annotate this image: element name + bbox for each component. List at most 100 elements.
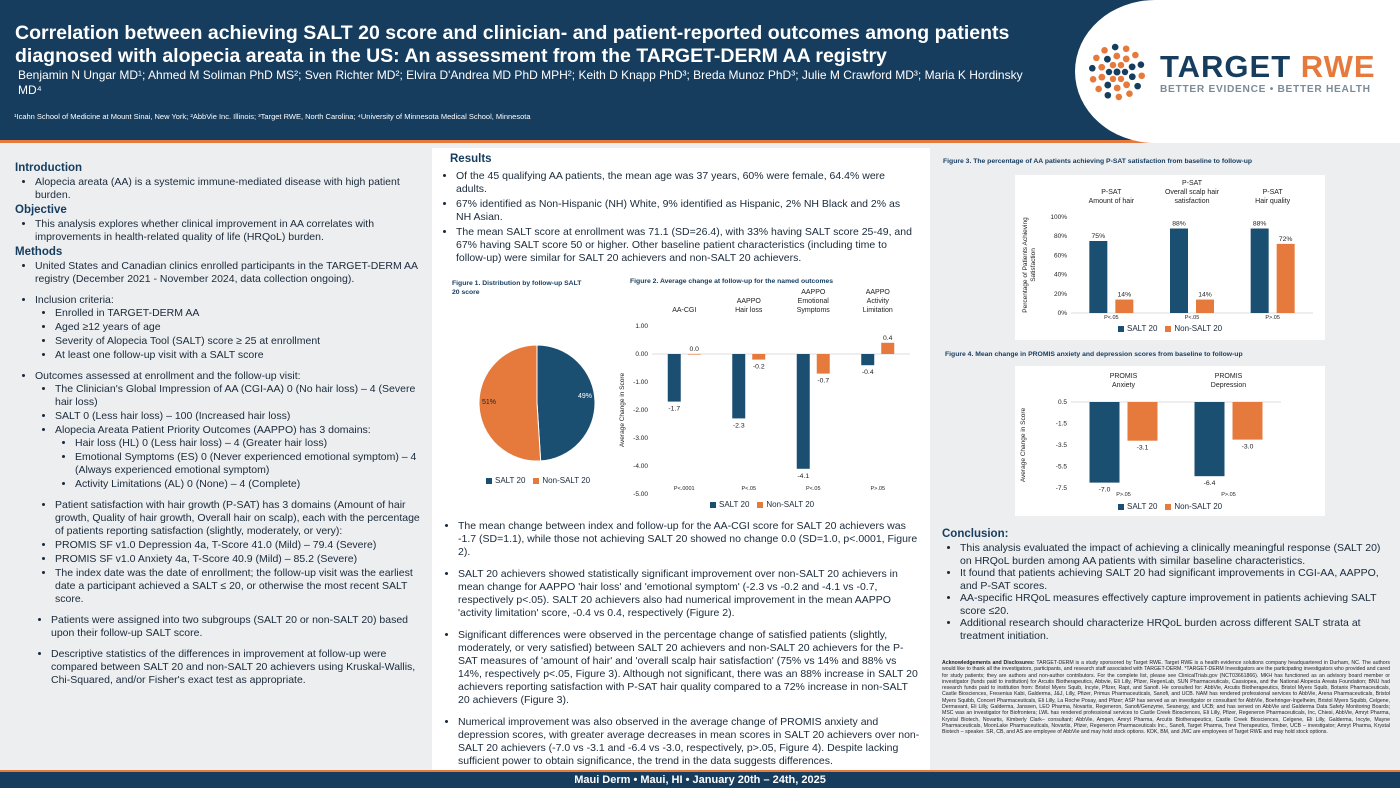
figure-2-legend: SALT 20 Non-SALT 20 <box>710 500 814 509</box>
legend-swatch <box>1118 325 1124 332</box>
methods-list: United States and Canadian clinics enrol… <box>15 260 425 606</box>
logo-tagline: BETTER EVIDENCE • BETTER HEALTH <box>1160 84 1371 95</box>
figure-2-caption: Figure 2. Average change at follow-up fo… <box>630 278 834 285</box>
logo-dot <box>1121 68 1129 76</box>
legend-swatch <box>533 477 540 484</box>
p-value-label: P>.05 <box>1116 492 1131 498</box>
p-value-label: P>.05 <box>1221 492 1236 498</box>
logo-word-rwe: RWE <box>1300 49 1376 84</box>
results-panel: Results Of the 45 qualifying AA patients… <box>432 148 930 772</box>
y-axis-label: Percentage of Patients AchievingSatisfac… <box>1022 217 1037 313</box>
data-label: -4.1 <box>797 473 809 480</box>
y-axis-label-line: Satisfaction <box>1030 248 1037 282</box>
legend-label: Non-SALT 20 <box>1174 324 1223 333</box>
figure-3-chart: 100% 80% 60% 40% 20% 0% Percentage of Patients… <box>1022 180 1313 321</box>
logo-dot <box>1113 84 1121 92</box>
results-list: Of the 45 qualifying AA patients, the me… <box>438 170 918 265</box>
category-label: Symptoms <box>797 307 831 314</box>
list-item: United States and Canadian clinics enrol… <box>35 260 425 286</box>
data-label: 0.4 <box>883 335 893 342</box>
list-item: SALT 0 (Less hair loss) – 100 (Increased… <box>55 410 425 423</box>
list-item: It found that patients achieving SALT 20… <box>960 567 1392 592</box>
figure-3-legend: SALT 20 Non-SALT 20 <box>1118 324 1222 333</box>
legend-label: Non-SALT 20 <box>1174 502 1223 511</box>
results-heading: Results <box>450 153 492 165</box>
logo-dot <box>1126 90 1133 97</box>
legend-swatch <box>1165 325 1172 332</box>
data-label: -7.0 <box>1099 487 1111 494</box>
y-tick-label: 20% <box>1054 291 1067 298</box>
figure-1-pie: 49% 51% <box>478 344 596 462</box>
category-label: Hair loss <box>735 307 763 314</box>
y-axis-label-line: Average Change in Score <box>619 372 626 447</box>
y-tick-label: 1.00 <box>635 323 648 330</box>
y-tick-label: -4.00 <box>633 463 648 470</box>
list-item: Outcomes assessed at enrollment and the … <box>35 370 425 606</box>
p-value-label: P<.05 <box>1185 315 1200 321</box>
pie-slice <box>536 344 596 462</box>
bar <box>881 342 895 354</box>
bar <box>1196 299 1214 313</box>
logo-dot <box>1137 61 1145 68</box>
data-label: -1.7 <box>668 406 680 413</box>
conclusion-list: This analysis evaluated the impact of ac… <box>942 542 1392 642</box>
legend-item: SALT 20 <box>486 476 525 485</box>
target-rwe-logo-icon <box>1088 43 1146 101</box>
bar <box>816 354 830 374</box>
acknowledgements-text: TARGET-DERM is a study sponsored by Targ… <box>942 660 1390 736</box>
logo-dot <box>1104 81 1112 89</box>
acknowledgements: Acknowledgements and Disclosures: TARGET… <box>942 660 1390 736</box>
category-label: Limitation <box>863 307 893 314</box>
y-tick-label: 0.5 <box>1058 399 1067 406</box>
logo-dot <box>1117 75 1125 83</box>
introduction-heading: Introduction <box>15 162 83 174</box>
data-label: -0.2 <box>753 364 765 371</box>
author-list: Benjamin N Ungar MD¹; Ahmed M Soliman Ph… <box>18 68 1023 97</box>
figure-3-caption: Figure 3. The percentage of AA patients … <box>943 158 1253 165</box>
data-label: -0.4 <box>862 369 874 376</box>
legend-label: SALT 20 <box>495 476 526 485</box>
data-label: 88% <box>1172 221 1186 228</box>
y-tick-label: 60% <box>1054 252 1067 259</box>
category-label: AAPPO <box>866 289 891 296</box>
bar <box>687 354 701 355</box>
methods-list-continued: Patients were assigned into two subgroup… <box>15 614 425 687</box>
y-tick-label: -7.5 <box>1056 485 1068 492</box>
data-label: 72% <box>1279 236 1293 243</box>
category-label: Hair quality <box>1255 198 1291 205</box>
list-item: The mean SALT score at enrollment was 71… <box>456 226 918 265</box>
figure-4-chart: 0.5 -1.5 -3.5 -5.5 -7.5 Average Change in Sco… <box>1020 373 1281 498</box>
y-tick-label: 80% <box>1054 233 1067 240</box>
bar <box>861 354 875 366</box>
methods-heading: Methods <box>15 246 63 258</box>
data-label: -0.7 <box>817 378 829 385</box>
figure-2-chart: 1.00 0.00 -1.00 -2.00 -3.00 -4.00 -5.00 Average… <box>619 289 910 498</box>
results-top-text: Of the 45 qualifying AA patients, the me… <box>438 170 918 267</box>
logo-dot <box>1138 72 1146 80</box>
legend-swatch <box>757 501 764 508</box>
p-value-label: P>.05 <box>870 486 885 492</box>
affiliations: ¹Icahn School of Medicine at Mount Sinai… <box>14 112 531 121</box>
legend-item: Non-SALT 20 <box>1165 502 1222 511</box>
legend-item: SALT 20 <box>1118 502 1157 511</box>
p-value-label: P<.05 <box>741 486 756 492</box>
bar <box>1089 402 1120 483</box>
legend-label: SALT 20 <box>719 500 750 509</box>
figure-1-legend: SALT 20 Non-SALT 20 <box>486 476 590 485</box>
legend-item: SALT 20 <box>710 500 749 509</box>
logo-dot <box>1109 61 1117 69</box>
p-value-label: P<.0001 <box>674 486 695 492</box>
legend-swatch <box>1118 503 1124 510</box>
poster-title: Correlation between achieving SALT 20 sc… <box>15 22 1010 67</box>
data-label: 14% <box>1118 292 1132 299</box>
category-label: Amount of hair <box>1089 198 1135 205</box>
data-label: 75% <box>1092 233 1106 240</box>
legend-item: Non-SALT 20 <box>757 500 814 509</box>
legend-label: Non-SALT 20 <box>542 476 591 485</box>
data-label: -2.3 <box>733 422 745 429</box>
logo-dot <box>1095 85 1102 93</box>
list-item: Emotional Symptoms (ES) 0 (Never experie… <box>75 451 425 477</box>
list-item: Numerical improvement was also observed … <box>458 716 922 768</box>
y-axis-label: Average Change in Score <box>1020 407 1027 482</box>
list-item: The mean change between index and follow… <box>458 520 922 559</box>
